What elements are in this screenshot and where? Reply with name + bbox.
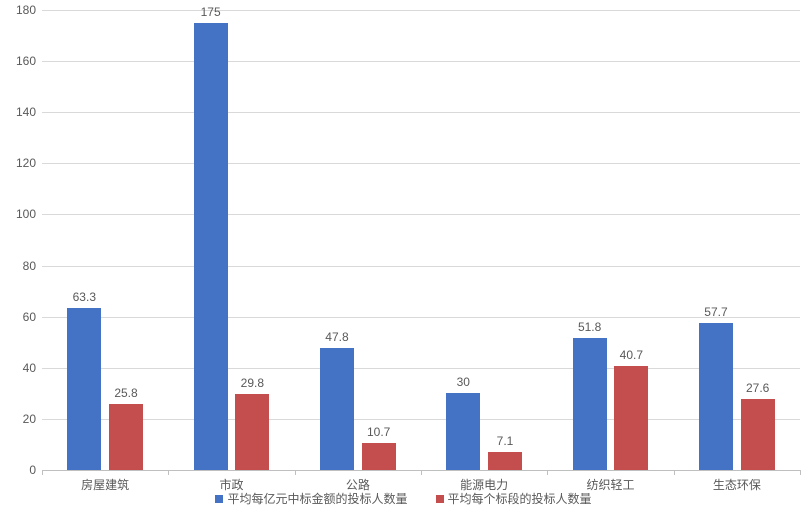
bar: 29.8	[235, 394, 269, 470]
y-tick-label: 20	[23, 412, 42, 426]
bar-value-label: 7.1	[497, 434, 514, 452]
gridline	[42, 163, 800, 164]
legend-swatch	[215, 495, 223, 503]
gridline	[42, 10, 800, 11]
y-tick-label: 160	[16, 54, 42, 68]
bar: 10.7	[362, 443, 396, 470]
legend-item: 平均每亿元中标金额的投标人数量	[215, 490, 407, 507]
bar: 47.8	[320, 348, 354, 470]
gridline	[42, 419, 800, 420]
chart-root: 020406080100120140160180房屋建筑市政公路能源电力纺织轻工…	[0, 0, 807, 518]
y-tick-label: 120	[16, 156, 42, 170]
x-tick-mark	[674, 470, 675, 475]
bar-value-label: 25.8	[114, 386, 137, 404]
bar: 175	[194, 23, 228, 470]
x-tick-mark	[42, 470, 43, 475]
bar: 30	[446, 393, 480, 470]
x-tick-mark	[168, 470, 169, 475]
legend-label: 平均每个标段的投标人数量	[448, 490, 592, 507]
bar: 63.3	[67, 308, 101, 470]
x-tick-mark	[800, 470, 801, 475]
bar: 57.7	[699, 323, 733, 470]
legend-item: 平均每个标段的投标人数量	[436, 490, 592, 507]
x-tick-mark	[547, 470, 548, 475]
x-tick-mark	[295, 470, 296, 475]
bar: 51.8	[573, 338, 607, 470]
gridline	[42, 368, 800, 369]
y-tick-label: 100	[16, 207, 42, 221]
gridline	[42, 214, 800, 215]
bar-value-label: 10.7	[367, 425, 390, 443]
y-tick-label: 40	[23, 361, 42, 375]
bar-value-label: 175	[201, 5, 221, 23]
gridline	[42, 317, 800, 318]
y-tick-label: 60	[23, 310, 42, 324]
bar-value-label: 63.3	[73, 290, 96, 308]
gridline	[42, 112, 800, 113]
x-tick-mark	[421, 470, 422, 475]
legend-swatch	[436, 495, 444, 503]
bar-value-label: 30	[457, 375, 470, 393]
legend-label: 平均每亿元中标金额的投标人数量	[227, 490, 407, 507]
y-tick-label: 180	[16, 3, 42, 17]
bar: 27.6	[741, 399, 775, 470]
bar: 40.7	[614, 366, 648, 470]
legend: 平均每亿元中标金额的投标人数量 平均每个标段的投标人数量	[0, 490, 807, 507]
bar-value-label: 57.7	[704, 305, 727, 323]
bar: 7.1	[488, 452, 522, 470]
gridline	[42, 266, 800, 267]
y-tick-label: 0	[29, 463, 42, 477]
y-tick-label: 140	[16, 105, 42, 119]
bar-value-label: 27.6	[746, 381, 769, 399]
bar-value-label: 47.8	[325, 330, 348, 348]
gridline	[42, 61, 800, 62]
y-tick-label: 80	[23, 259, 42, 273]
plot-area: 020406080100120140160180房屋建筑市政公路能源电力纺织轻工…	[42, 10, 800, 470]
bar: 25.8	[109, 404, 143, 470]
bar-value-label: 51.8	[578, 320, 601, 338]
bar-value-label: 40.7	[620, 348, 643, 366]
bar-value-label: 29.8	[241, 376, 264, 394]
